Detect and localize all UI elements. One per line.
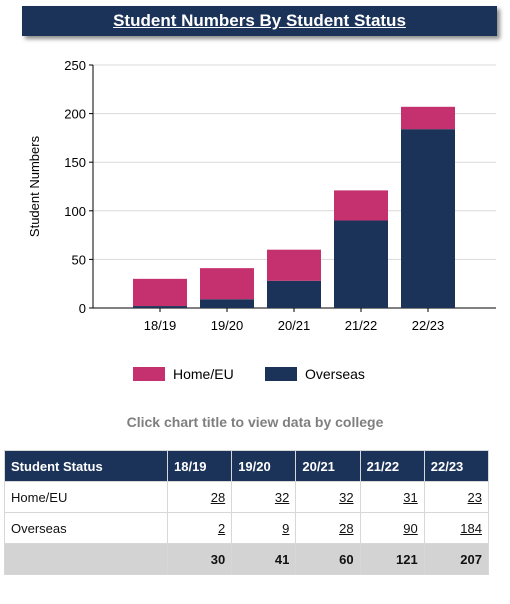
stacked-bar-chart: 0 50 100 150 200 250 Student Numbers 18/19 19/20… (27, 58, 496, 382)
y-tick-label: 50 (72, 252, 86, 267)
row-label: Overseas (4, 512, 168, 544)
table-header-row: Student Status 18/19 19/20 20/21 21/22 2… (4, 450, 490, 482)
header-year: 18/19 (166, 450, 233, 482)
cell: 23 (423, 481, 490, 513)
total-cell: 60 (295, 543, 361, 575)
bar-home-eu (133, 278, 187, 307)
y-axis-label: Student Numbers (27, 135, 42, 237)
cell-link[interactable]: 2 (217, 520, 226, 536)
row-label: Home/EU (4, 481, 168, 513)
cell-link[interactable]: 28 (210, 489, 226, 505)
chart-title[interactable]: Student Numbers By Student Status (113, 11, 406, 30)
total-cell: 30 (166, 543, 233, 575)
cell-link[interactable]: 9 (282, 520, 290, 536)
hint-text: Click chart title to view data by colleg… (126, 414, 384, 430)
x-tick-label: 18/19 (144, 318, 177, 333)
header-year: 19/20 (231, 450, 297, 482)
legend-swatch (265, 367, 297, 381)
x-tick-label: 22/23 (412, 318, 445, 333)
header-year: 22/23 (423, 450, 490, 482)
cell: 2 (166, 512, 233, 544)
bar-overseas (334, 220, 388, 308)
cell: 28 (295, 512, 361, 544)
x-tick-label: 21/22 (345, 318, 378, 333)
totals-label (4, 543, 168, 575)
table-totals-row: 30 41 60 121 207 (4, 543, 490, 575)
total-cell: 121 (359, 543, 425, 575)
bar-overseas (133, 306, 187, 308)
cell-link[interactable]: 90 (403, 520, 418, 536)
y-tick-label: 250 (64, 58, 86, 73)
header-year: 20/21 (295, 450, 361, 482)
y-tick-label: 100 (64, 204, 86, 219)
total-cell: 207 (423, 543, 490, 575)
y-tick-label: 200 (64, 107, 86, 122)
chart-title-button[interactable]: Student Numbers By Student Status (22, 6, 497, 36)
cell-link[interactable]: 32 (339, 489, 354, 505)
header-student-status: Student Status (4, 450, 168, 482)
bar-home-eu (200, 268, 254, 300)
cell: 31 (359, 481, 425, 513)
legend-label: Home/EU (173, 366, 234, 382)
bar-overseas (401, 129, 455, 308)
cell-link[interactable]: 31 (403, 489, 418, 505)
x-tick-label: 19/20 (211, 318, 244, 333)
bar-home-eu (267, 249, 321, 281)
total-cell: 41 (231, 543, 297, 575)
y-tick-label: 150 (64, 155, 86, 170)
cell-link[interactable]: 28 (339, 520, 354, 536)
table-row-home-eu: Home/EU 28 32 32 31 23 (4, 481, 490, 513)
cell-link[interactable]: 32 (274, 489, 290, 505)
legend-swatch (133, 367, 165, 381)
header-year: 21/22 (359, 450, 425, 482)
cell: 9 (231, 512, 297, 544)
table-row-overseas: Overseas 2 9 28 90 184 (4, 512, 490, 544)
cell-link[interactable]: 184 (460, 520, 482, 536)
data-table: Student Status 18/19 19/20 20/21 21/22 2… (4, 450, 490, 575)
legend-label: Overseas (305, 366, 365, 382)
cell: 28 (166, 481, 233, 513)
cell-link[interactable]: 23 (467, 489, 482, 505)
bar-overseas (200, 299, 254, 308)
y-tick-label: 0 (79, 301, 86, 316)
bar-overseas (267, 280, 321, 308)
x-tick-label: 20/21 (278, 318, 311, 333)
cell: 32 (295, 481, 361, 513)
bar-home-eu (334, 190, 388, 221)
cell: 184 (423, 512, 490, 544)
bar-home-eu (401, 106, 455, 130)
cell: 32 (231, 481, 297, 513)
cell: 90 (359, 512, 425, 544)
